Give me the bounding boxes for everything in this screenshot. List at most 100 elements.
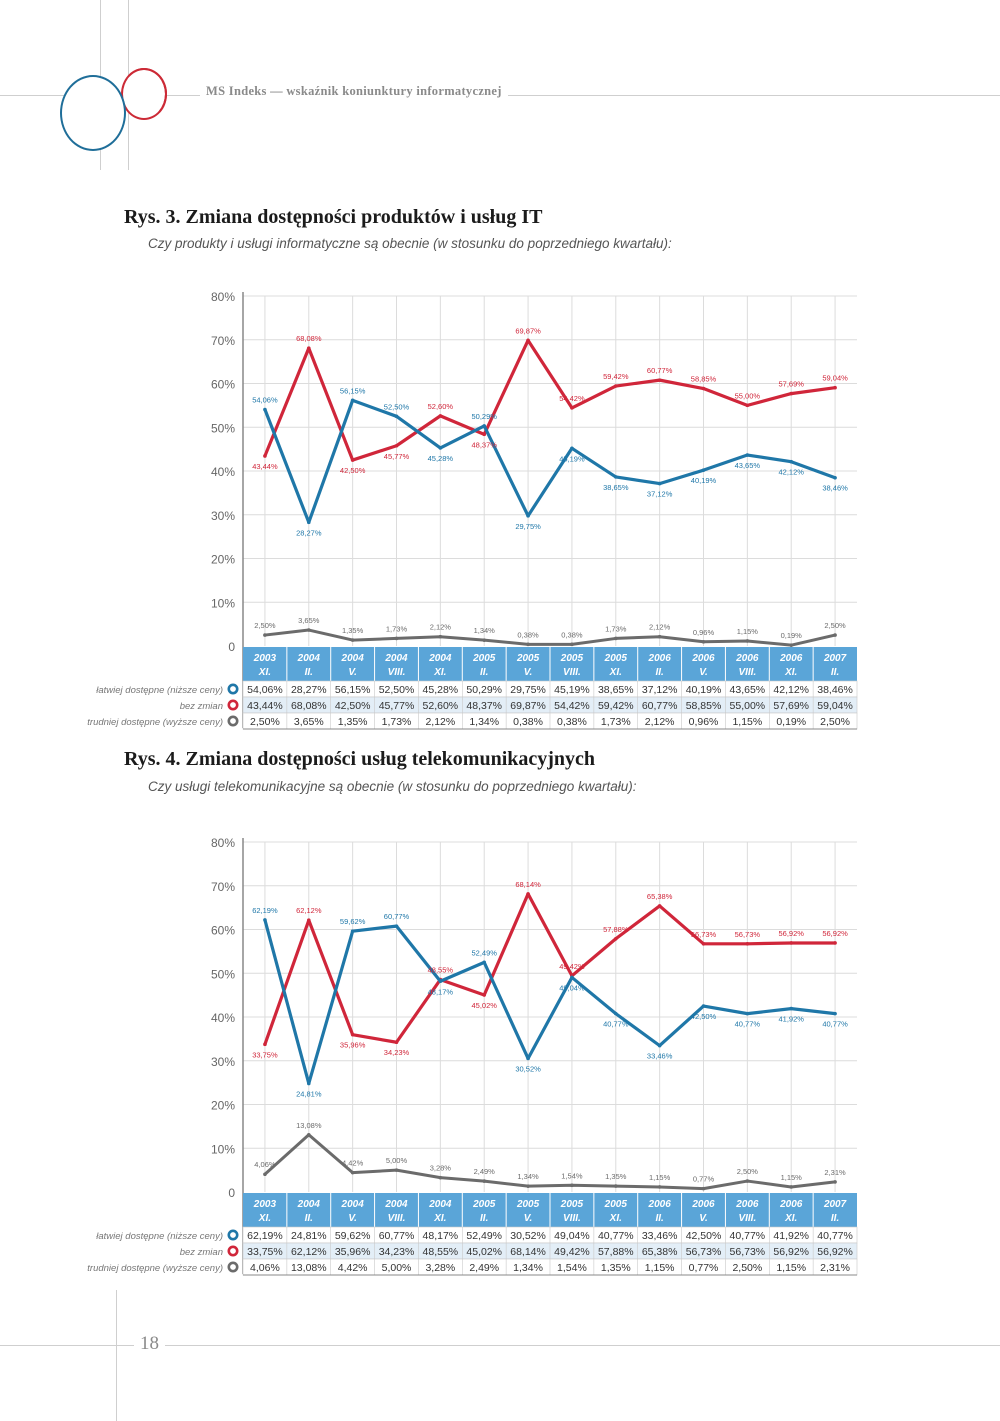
data-point-harder (570, 642, 574, 647)
data-label-unchanged: 69,87% (515, 326, 541, 335)
data-point-harder (438, 634, 443, 639)
table-cell-value: 28,27% (291, 684, 327, 696)
data-label-unchanged: 35,96% (340, 1041, 366, 1050)
data-point-harder (394, 1168, 399, 1172)
data-point-harder (526, 642, 530, 647)
table-cell-value: 42,12% (773, 684, 809, 696)
table-cell-value: 38,46% (817, 684, 853, 696)
table-cell-value: 1,15% (776, 1262, 806, 1274)
category-year-label: 2004 (341, 653, 365, 664)
data-point-unchanged (350, 1032, 355, 1037)
data-label-easier: 50,29% (471, 412, 497, 421)
data-label-harder: 1,34% (474, 626, 496, 635)
data-point-harder (350, 1170, 355, 1175)
data-point-harder (482, 1179, 487, 1183)
data-point-harder (657, 1185, 662, 1189)
data-point-harder (263, 1172, 267, 1177)
category-year-label: 2006 (648, 653, 672, 664)
data-point-harder (789, 1185, 794, 1189)
data-point-easier (701, 468, 706, 472)
data-label-easier: 38,46% (822, 484, 848, 493)
table-cell-value: 40,77% (598, 1230, 634, 1242)
table-cell-value: 52,49% (466, 1230, 502, 1242)
data-label-unchanged: 57,88% (603, 925, 629, 934)
table-cell-value: 41,92% (773, 1230, 809, 1242)
data-label-easier: 49,04% (559, 983, 585, 992)
table-cell-value: 0,38% (557, 716, 587, 728)
data-point-unchanged (613, 936, 618, 941)
category-period-label: XI. (258, 1213, 271, 1224)
category-period-label: II. (480, 667, 488, 678)
category-year-label: 2006 (779, 1199, 803, 1210)
category-period-label: II. (831, 1213, 839, 1224)
data-point-unchanged (394, 1040, 399, 1045)
table-cell-value: 2,12% (645, 716, 675, 728)
data-point-harder (306, 1132, 311, 1137)
table-cell-value: 43,65% (730, 684, 766, 696)
data-point-easier (263, 918, 267, 922)
table-cell-value: 40,77% (730, 1230, 766, 1242)
y-tick-label: 20% (211, 553, 235, 567)
y-tick-label: 50% (211, 967, 235, 981)
data-point-easier (438, 446, 443, 450)
data-label-harder: 1,73% (605, 624, 627, 633)
data-label-unchanged: 56,73% (691, 930, 717, 939)
data-label-easier: 33,46% (647, 1052, 673, 1061)
table-cell-value: 4,06% (250, 1262, 280, 1274)
data-point-easier (613, 1011, 618, 1016)
data-point-harder (482, 638, 487, 642)
data-label-harder: 0,38% (517, 630, 539, 639)
figure-3-subtitle: Czy produkty i usługi informatyczne są o… (148, 236, 672, 251)
data-point-unchanged (526, 892, 530, 896)
table-cell-value: 0,96% (689, 716, 719, 728)
category-year-label: 2006 (691, 653, 715, 664)
table-cell-value: 49,04% (554, 1230, 590, 1242)
table-cell-value: 5,00% (382, 1262, 412, 1274)
category-period-label: II. (305, 667, 313, 678)
data-label-easier: 48,17% (428, 987, 454, 996)
data-label-unchanged: 49,42% (559, 962, 585, 971)
data-point-harder (745, 1179, 750, 1183)
legend-label-harder: trudniej dostępne (wyższe ceny) (87, 1263, 223, 1274)
category-year-label: 2005 (516, 1199, 540, 1210)
data-point-easier (306, 1081, 311, 1086)
table-cell-value: 68,08% (291, 700, 327, 712)
legend-marker-harder (227, 715, 239, 727)
table-cell-value: 2,50% (820, 716, 850, 728)
table-cell-value: 56,92% (773, 1246, 809, 1258)
table-cell-value: 2,12% (425, 716, 455, 728)
data-point-unchanged (306, 918, 311, 923)
footer-vertical-line (116, 1290, 117, 1421)
table-cell-value: 65,38% (642, 1246, 678, 1258)
y-tick-label: 0 (228, 640, 235, 654)
table-cell-value: 37,12% (642, 684, 678, 696)
data-label-unchanged: 34,23% (384, 1048, 410, 1057)
category-period-label: V. (699, 667, 708, 678)
figure-4-subtitle: Czy usługi telekomunikacyjne są obecnie … (148, 779, 637, 794)
data-point-unchanged (394, 443, 399, 448)
data-label-easier: 40,19% (691, 476, 717, 485)
data-label-harder: 13,08% (296, 1121, 322, 1130)
data-label-easier: 28,27% (296, 528, 322, 537)
table-cell-value: 29,75% (510, 684, 546, 696)
data-point-unchanged (482, 993, 487, 997)
category-year-label: 2005 (472, 653, 496, 664)
table-cell-value: 1,35% (338, 716, 368, 728)
category-year-label: 2006 (779, 653, 803, 664)
data-point-harder (570, 1183, 574, 1188)
data-label-harder: 1,35% (605, 1172, 627, 1181)
data-label-easier: 38,65% (603, 483, 629, 492)
legend-marker-harder (227, 1261, 239, 1273)
table-cell-value: 4,42% (338, 1262, 368, 1274)
data-point-easier (570, 975, 574, 980)
data-point-harder (833, 1180, 837, 1184)
category-period-label: XI. (784, 1213, 797, 1224)
data-point-unchanged (263, 454, 267, 458)
data-label-harder: 0,19% (781, 631, 803, 640)
table-cell-value: 60,77% (379, 1230, 415, 1242)
data-point-unchanged (745, 403, 750, 408)
data-label-easier: 37,12% (647, 490, 673, 499)
footer-horizontal-line (0, 1345, 1000, 1346)
data-point-harder (789, 643, 794, 647)
data-point-easier (789, 1006, 794, 1011)
